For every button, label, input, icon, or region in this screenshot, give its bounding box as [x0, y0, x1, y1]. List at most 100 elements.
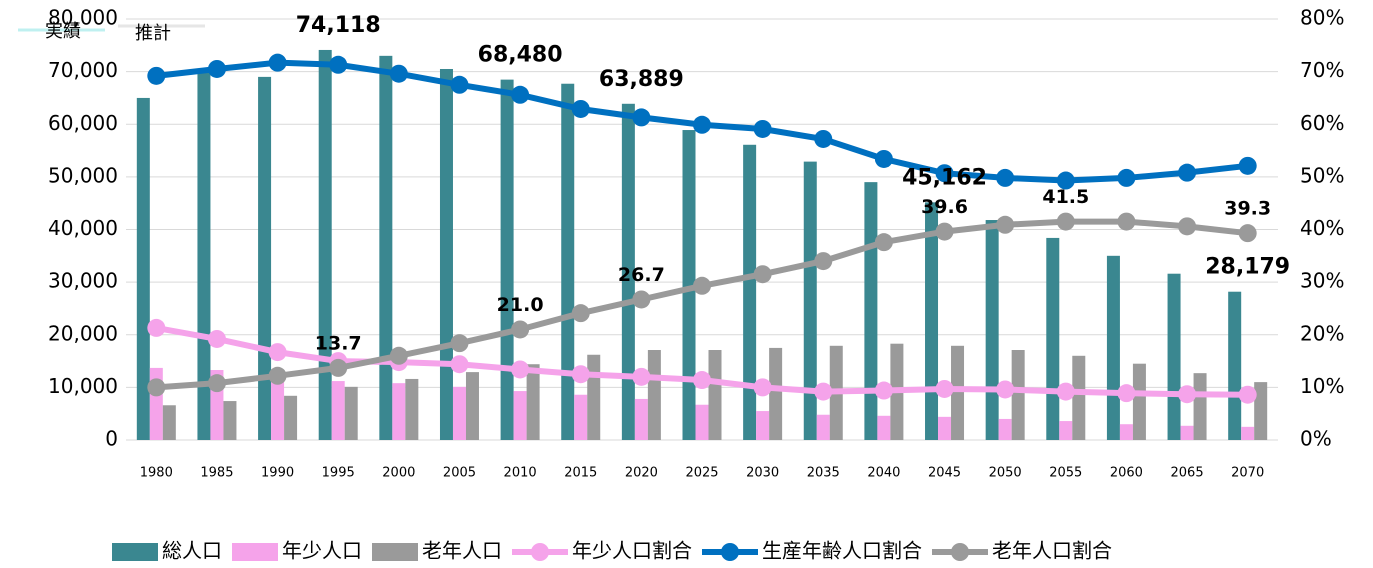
point — [268, 53, 287, 72]
x-tick-label: 2040 — [867, 466, 900, 481]
bar — [258, 76, 272, 440]
point — [1056, 382, 1075, 401]
point — [1238, 385, 1257, 404]
data-label: 21.0 — [497, 294, 544, 316]
point — [1056, 171, 1075, 190]
y2-tick-label: 70% — [1300, 58, 1344, 82]
x-tick-label: 1995 — [322, 466, 355, 481]
bar — [756, 411, 770, 440]
bar — [452, 386, 466, 440]
point — [753, 378, 772, 397]
y2-tick-label: 50% — [1300, 163, 1344, 187]
bar — [1106, 255, 1120, 440]
bar — [951, 345, 965, 440]
x-tick-label: 2015 — [564, 466, 597, 481]
legend-swatch — [112, 543, 158, 561]
y2-tick-label: 30% — [1300, 269, 1344, 293]
x-tick-label: 2065 — [1171, 466, 1204, 481]
legend-label: 老年人口 — [422, 539, 502, 563]
point — [207, 329, 226, 348]
bar — [405, 378, 419, 440]
point — [1117, 168, 1136, 187]
bar — [379, 55, 393, 441]
bar — [769, 347, 783, 440]
legend-swatch — [951, 543, 969, 561]
y2-tick-label: 0% — [1300, 427, 1332, 451]
point — [1178, 385, 1197, 404]
legend-item: 老年人口 — [372, 539, 502, 563]
bar — [574, 394, 588, 440]
bar — [1180, 425, 1194, 440]
point — [874, 381, 893, 400]
bar — [1193, 373, 1207, 440]
data-label: 74,118 — [296, 13, 381, 38]
bar — [864, 182, 878, 440]
y-tick-label: 20,000 — [48, 321, 118, 345]
bar — [998, 418, 1012, 440]
bar — [682, 130, 696, 440]
bar — [1228, 291, 1242, 440]
point — [1117, 212, 1136, 231]
x-tick-label: 2025 — [685, 466, 718, 481]
point — [329, 358, 348, 377]
point — [814, 252, 833, 271]
legend-item: 年少人口 — [232, 539, 362, 563]
x-tick-label: 1980 — [140, 466, 173, 481]
bar — [647, 350, 661, 440]
x-tick-label: 2020 — [625, 466, 658, 481]
data-label: 26.7 — [618, 264, 665, 286]
bar — [344, 386, 358, 440]
bar — [816, 414, 830, 440]
bar — [392, 383, 406, 440]
data-label: 13.7 — [315, 332, 362, 354]
x-tick-label: 1990 — [261, 466, 294, 481]
point — [693, 276, 711, 295]
point — [753, 265, 772, 284]
point — [571, 99, 590, 118]
x-tick-label: 1985 — [200, 466, 233, 481]
bar — [1059, 421, 1073, 440]
point — [935, 222, 954, 241]
bar — [561, 83, 575, 440]
data-label: 39.3 — [1224, 198, 1271, 220]
point — [268, 366, 287, 385]
bar — [1254, 382, 1268, 440]
point — [450, 75, 469, 94]
point — [935, 164, 954, 183]
point — [1178, 163, 1197, 182]
bar — [695, 404, 709, 440]
x-tick-label: 2010 — [504, 466, 537, 481]
x-tick-label: 2030 — [746, 466, 779, 481]
bar — [318, 49, 332, 440]
bar — [136, 97, 150, 440]
point — [511, 320, 530, 339]
bar — [1119, 424, 1133, 440]
point — [511, 85, 530, 104]
bar — [1072, 355, 1086, 440]
x-tick-label: 2005 — [443, 466, 476, 481]
bar — [271, 379, 285, 440]
point — [874, 233, 893, 252]
legend-label: 総人口 — [162, 539, 222, 563]
bar — [1011, 350, 1025, 440]
y-tick-label: 10,000 — [48, 374, 118, 398]
point — [571, 365, 590, 384]
point — [1238, 156, 1257, 175]
point — [450, 334, 469, 353]
bar — [197, 71, 211, 440]
point — [147, 378, 166, 397]
point — [693, 115, 711, 134]
y2-tick-label: 20% — [1300, 321, 1344, 345]
y-tick-label: 40,000 — [48, 216, 118, 240]
point — [389, 346, 408, 365]
bar — [465, 372, 479, 440]
annotation: 実績 — [45, 21, 81, 42]
bar — [1132, 363, 1146, 440]
legend-swatch — [531, 543, 549, 561]
y2-tick-label: 40% — [1300, 216, 1344, 240]
bar — [1167, 273, 1181, 440]
bar — [587, 354, 601, 440]
point — [571, 304, 590, 323]
